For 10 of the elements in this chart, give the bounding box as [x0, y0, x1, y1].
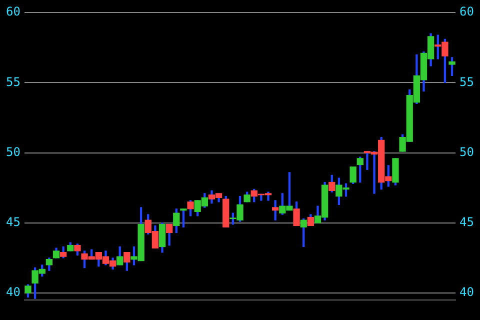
y-tick-label: 45	[6, 215, 20, 230]
y-tick-label: 60	[6, 4, 20, 19]
y2-tick-label: 50	[460, 144, 474, 159]
y2-tick-label: 60	[460, 4, 474, 19]
y2-tick-label: 55	[460, 74, 474, 89]
y-tick-label: 40	[6, 285, 20, 300]
y2-tick-label: 40	[460, 285, 474, 300]
y-tick-label: 55	[6, 74, 20, 89]
y-tick-label: 50	[6, 144, 20, 159]
y2-tick-label: 45	[460, 215, 474, 230]
